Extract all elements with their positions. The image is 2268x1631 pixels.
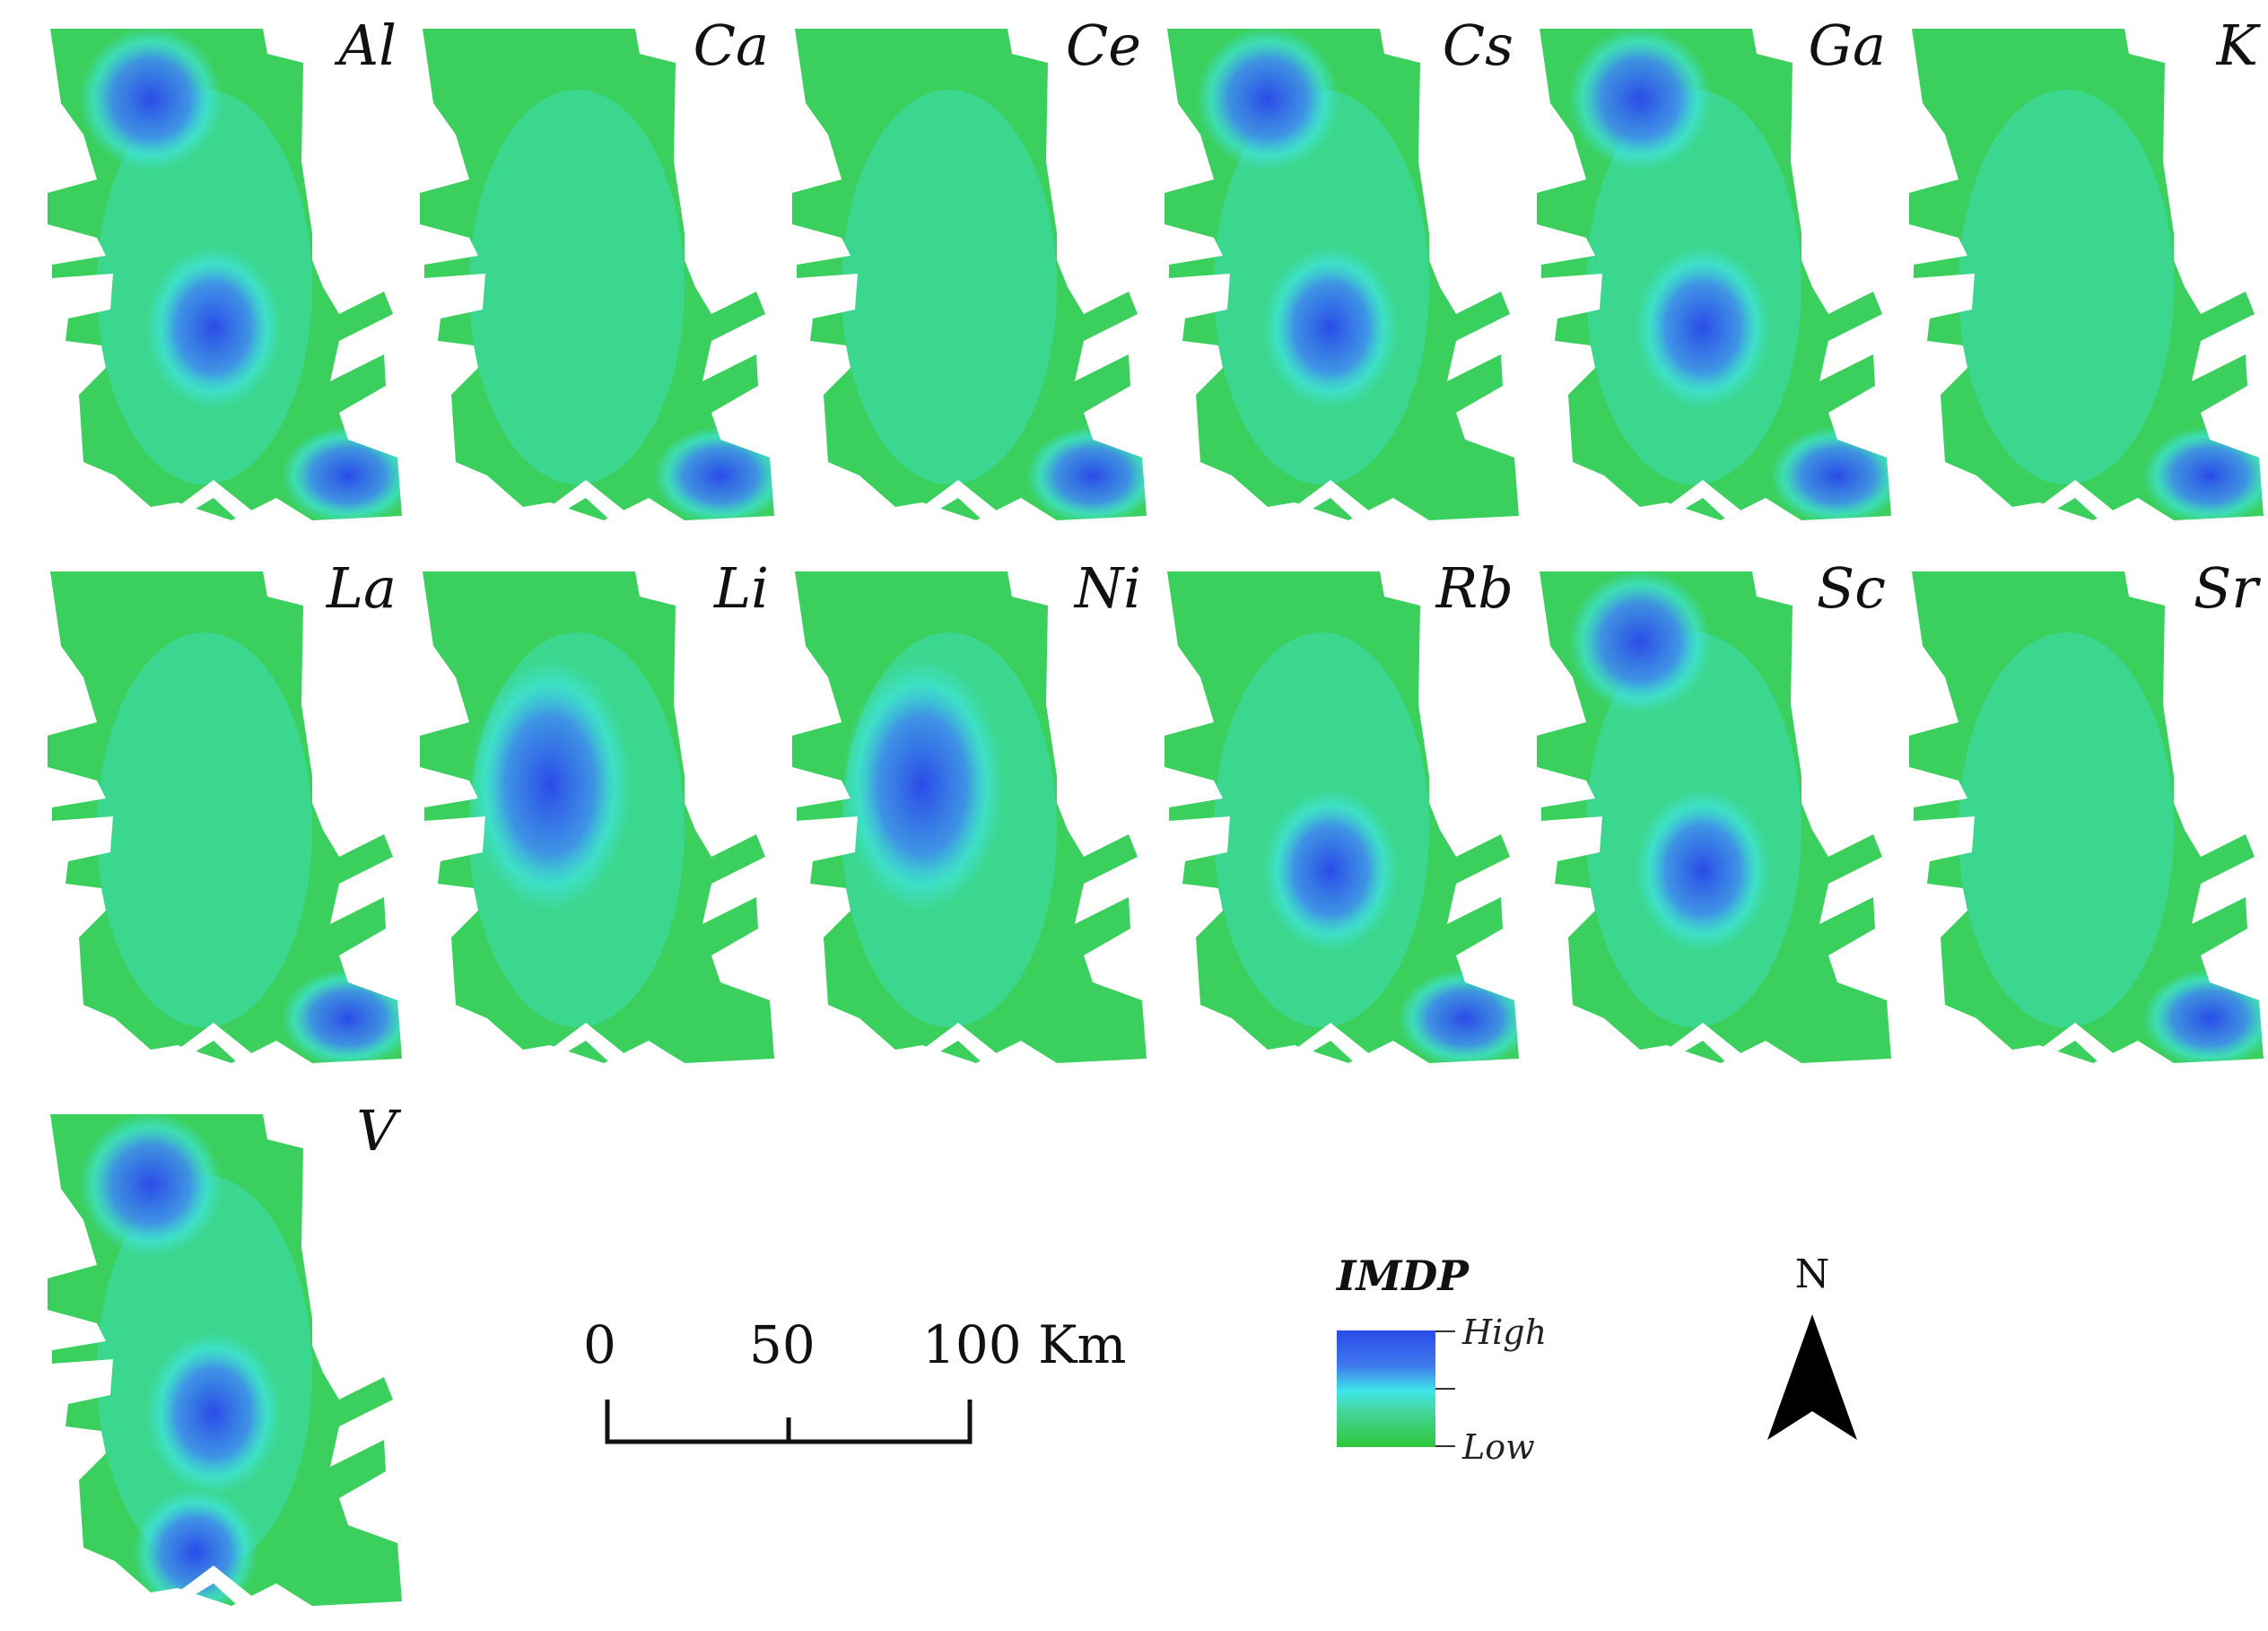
map-panel-li: Li (415, 561, 774, 1063)
map-notch (178, 1566, 258, 1604)
map-panel-ce: Ce (788, 18, 1147, 520)
element-label-rb: Rb (1435, 555, 1513, 621)
map-mid-zone (97, 632, 312, 1027)
element-label-la: La (326, 555, 397, 621)
scale-tick-0: 0 (583, 1314, 616, 1375)
map-notch (1295, 1023, 1375, 1061)
legend: IMDP High Low (1328, 1252, 1615, 1485)
map-panel-sr: Sr (1905, 561, 2264, 1063)
map-panel-la: La (43, 561, 402, 1063)
legend-title: IMDP (1337, 1252, 1469, 1300)
element-map-ni (792, 571, 1147, 1063)
element-label-ga: Ga (1808, 13, 1887, 78)
north-arrow-icon (1767, 1314, 1857, 1440)
map-notch (550, 480, 631, 519)
map-panel-al: Al (43, 18, 402, 520)
north-arrow: N (1758, 1252, 1866, 1458)
legend-high-label: High (1462, 1313, 1548, 1352)
map-notch (178, 480, 258, 519)
map-panel-k: K (1905, 18, 2264, 520)
map-notch (922, 480, 1003, 519)
map-notch (550, 1023, 631, 1061)
element-map-v (48, 1114, 402, 1606)
element-map-li (420, 571, 774, 1063)
element-map-ce (792, 29, 1147, 520)
map-mid-zone (842, 90, 1057, 484)
map-notch (1667, 1023, 1748, 1061)
element-label-ca: Ca (693, 13, 769, 78)
scale-tick-50: 50 (749, 1314, 816, 1375)
legend-color-ramp (1337, 1330, 1435, 1447)
map-mid-zone (469, 90, 685, 484)
scale-tick-100: 100 Km (922, 1314, 1127, 1375)
element-label-v: V (356, 1098, 397, 1164)
hotspot-middle (146, 247, 281, 408)
hotspot-middle (1636, 247, 1770, 408)
map-notch (1667, 480, 1748, 519)
element-map-sc (1537, 571, 1891, 1063)
element-label-ni: Ni (1074, 555, 1141, 621)
element-map-la (48, 571, 402, 1063)
element-map-al (48, 29, 402, 520)
element-map-sr (1909, 571, 2264, 1063)
hotspot-north (1568, 29, 1712, 170)
map-notch (1295, 480, 1375, 519)
element-map-k (1909, 29, 2264, 520)
hotspot-north (79, 1114, 222, 1256)
map-mid-zone (1958, 632, 2174, 1027)
element-label-sc: Sc (1816, 555, 1886, 621)
element-label-al: Al (338, 13, 397, 78)
element-label-cs: Cs (1442, 13, 1513, 78)
hotspot-north (1196, 29, 1339, 170)
map-notch (2039, 1023, 2120, 1061)
element-label-sr: Sr (2193, 555, 2258, 621)
map-panel-ni: Ni (788, 561, 1147, 1063)
scale-bar-line (605, 1400, 973, 1444)
map-panel-v: V (43, 1103, 402, 1606)
map-mid-zone (1958, 90, 2174, 484)
hotspot-middle (1636, 789, 1770, 951)
legend-low-label: Low (1462, 1427, 1535, 1467)
hotspot-north (79, 29, 222, 170)
map-notch (178, 1023, 258, 1061)
element-label-ce: Ce (1065, 13, 1141, 78)
hotspot-middle (146, 1332, 281, 1494)
scale-bar: 0 50 100 Km (583, 1319, 1157, 1462)
hotspot-west (469, 659, 631, 911)
element-map-ca (420, 29, 774, 520)
hotspot-middle (1263, 789, 1398, 951)
map-panel-cs: Cs (1160, 18, 1519, 520)
hotspot-middle (1263, 247, 1398, 408)
map-panel-ga: Ga (1532, 18, 1891, 520)
legend-tick-mid (1435, 1388, 1455, 1390)
element-map-ga (1537, 29, 1891, 520)
legend-tick-high (1435, 1330, 1455, 1332)
map-panel-rb: Rb (1160, 561, 1519, 1063)
element-label-li: Li (713, 555, 769, 621)
legend-tick-low (1435, 1445, 1455, 1447)
hotspot-west (842, 659, 1003, 911)
map-notch (2039, 480, 2120, 519)
map-panel-sc: Sc (1532, 561, 1891, 1063)
map-notch (922, 1023, 1003, 1061)
north-label: N (1794, 1252, 1830, 1297)
hotspot-north (1568, 571, 1712, 713)
map-panel-ca: Ca (415, 18, 774, 520)
element-label-k: K (2216, 13, 2258, 78)
element-map-rb (1165, 571, 1519, 1063)
element-map-cs (1165, 29, 1519, 520)
